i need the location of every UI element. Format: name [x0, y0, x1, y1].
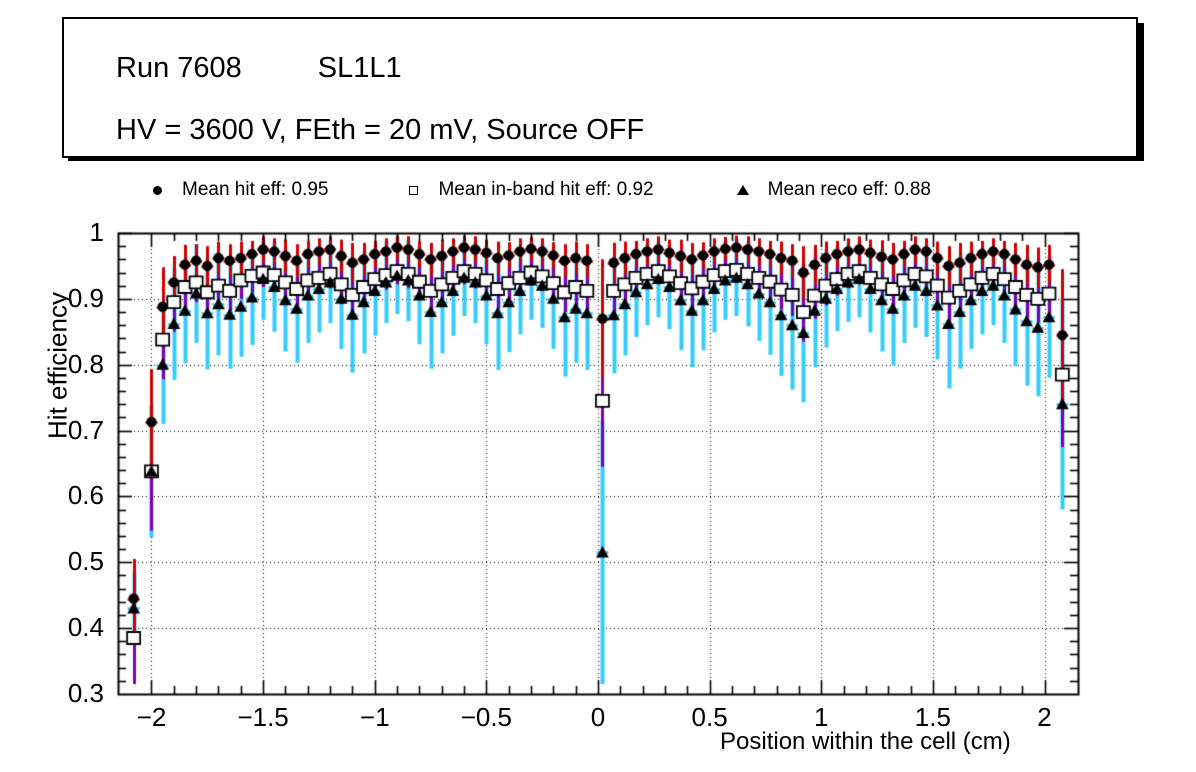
plot-legend: Mean hit eff: 0.95 Mean in-band hit eff:… [118, 170, 1078, 210]
legend-label-inband-hit-eff: Mean in-band hit eff: 0.92 [438, 179, 654, 200]
x-tick-label: 2 [1037, 702, 1052, 732]
y-tick-label: 0.5 [67, 546, 104, 577]
title-box-shadow-bottom [68, 155, 1144, 161]
x-tick-label: 1.5 [914, 702, 951, 732]
x-tick-label: 1 [814, 702, 829, 732]
legend-entry-reco-eff: Mean reco eff: 0.88 [732, 179, 931, 201]
x-tick-label: −1 [359, 702, 390, 732]
title-line-2: HV = 3600 V, FEth = 20 mV, Source OFF [116, 114, 645, 146]
filled-triangle-icon [732, 185, 754, 195]
title-line-1: Run 7608 SL1L1 [116, 52, 402, 85]
y-tick-label: 0.7 [67, 414, 104, 445]
y-tick-label: 0.3 [67, 678, 104, 708]
y-tick-label: 0.8 [67, 348, 104, 379]
legend-entry-hit-eff: Mean hit eff: 0.95 [146, 179, 328, 201]
x-tick-label: −1.5 [237, 702, 289, 732]
y-tick-label: 0.6 [67, 480, 104, 511]
legend-entry-inband-hit-eff: Mean in-band hit eff: 0.92 [402, 179, 654, 201]
legend-label-hit-eff: Mean hit eff: 0.95 [182, 179, 329, 200]
x-tick-label: 0.5 [691, 702, 728, 732]
open-square-icon [402, 185, 424, 195]
legend-label-reco-eff: Mean reco eff: 0.88 [767, 179, 931, 200]
title-box: Run 7608 SL1L1 HV = 3600 V, FEth = 20 mV,… [62, 17, 1138, 158]
y-tick-label: 0.4 [67, 612, 104, 643]
superlayer-label: SL1L1 [317, 52, 402, 84]
run-label: Run 7608 [116, 52, 242, 84]
x-tick-label: −2 [136, 702, 167, 732]
title-box-shadow-right [1138, 23, 1144, 161]
x-tick-label: −0.5 [460, 702, 513, 732]
x-axis-title: Position within the cell (cm) [720, 728, 1011, 755]
y-tick-label: 0.9 [67, 282, 104, 313]
x-tick-label: 0 [590, 702, 606, 732]
y-tick-label: 1 [89, 217, 104, 247]
filled-circle-icon [146, 185, 168, 195]
